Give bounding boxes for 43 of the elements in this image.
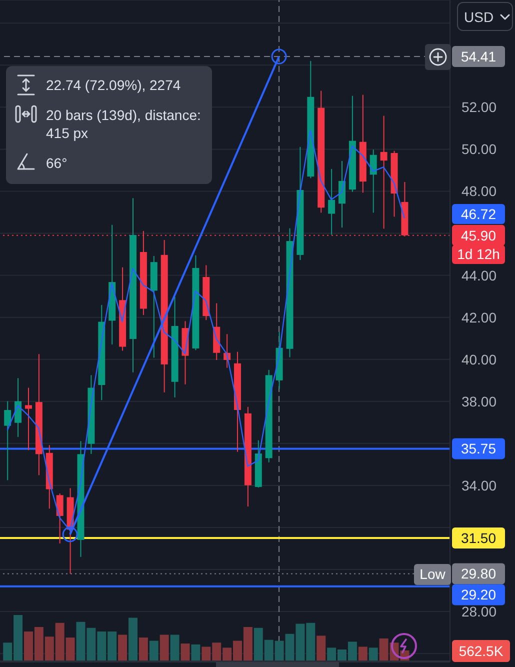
candlestick xyxy=(4,400,12,481)
bar xyxy=(138,638,148,661)
bar xyxy=(368,648,378,661)
ref-line-label: 31.50 xyxy=(460,530,496,546)
y-tick-label: 28.00 xyxy=(461,604,497,620)
bar xyxy=(191,644,200,661)
candlestick xyxy=(56,492,64,544)
bar xyxy=(149,640,158,661)
candlestick xyxy=(14,378,22,438)
candlestick xyxy=(380,115,388,230)
ref-line-label: 45.90 xyxy=(460,227,496,244)
annotation: 66° xyxy=(46,154,68,172)
bar xyxy=(358,646,368,661)
y-tick-label: 50.00 xyxy=(461,141,497,158)
ref-line-label: 54.41 xyxy=(460,48,496,65)
candlestick xyxy=(370,149,377,214)
text: Low xyxy=(414,564,451,584)
candlestick xyxy=(328,168,336,236)
y-tick-label: 40.00 xyxy=(461,351,497,368)
candlestick xyxy=(24,387,32,451)
ref-line-label: 35.75 xyxy=(460,440,496,457)
bar xyxy=(170,634,180,661)
y-tick-label: 44.00 xyxy=(461,267,497,284)
y-tick-label: 42.00 xyxy=(461,309,497,326)
y-tick-label: 48.00 xyxy=(461,183,497,200)
annotation: 20 bars (139d), distance: 415 px xyxy=(46,106,202,142)
text: 562.5K xyxy=(452,640,510,662)
dropdown-button: USD xyxy=(457,2,513,31)
bar xyxy=(316,636,326,661)
info-panel: 22.74 (72.09%), 2274 20 bars (139d), distance: 415 px 66° xyxy=(6,66,212,184)
bar xyxy=(128,618,138,661)
bar xyxy=(118,634,128,661)
bar xyxy=(160,634,169,661)
y-tick-label: 34.00 xyxy=(461,477,497,494)
y-tick-label: 38.00 xyxy=(461,393,497,410)
y-axis-title: USD xyxy=(464,8,494,26)
text: 46.72 xyxy=(452,204,505,224)
annotation: 22.74 (72.09%), 2274 xyxy=(46,76,182,94)
bar xyxy=(180,644,190,661)
y-tick-label: 52.00 xyxy=(461,99,497,116)
text: 1d 12h xyxy=(452,245,505,264)
ref-line-label: 29.20 xyxy=(460,586,496,603)
ref-line-label: 29.80 xyxy=(460,566,496,582)
